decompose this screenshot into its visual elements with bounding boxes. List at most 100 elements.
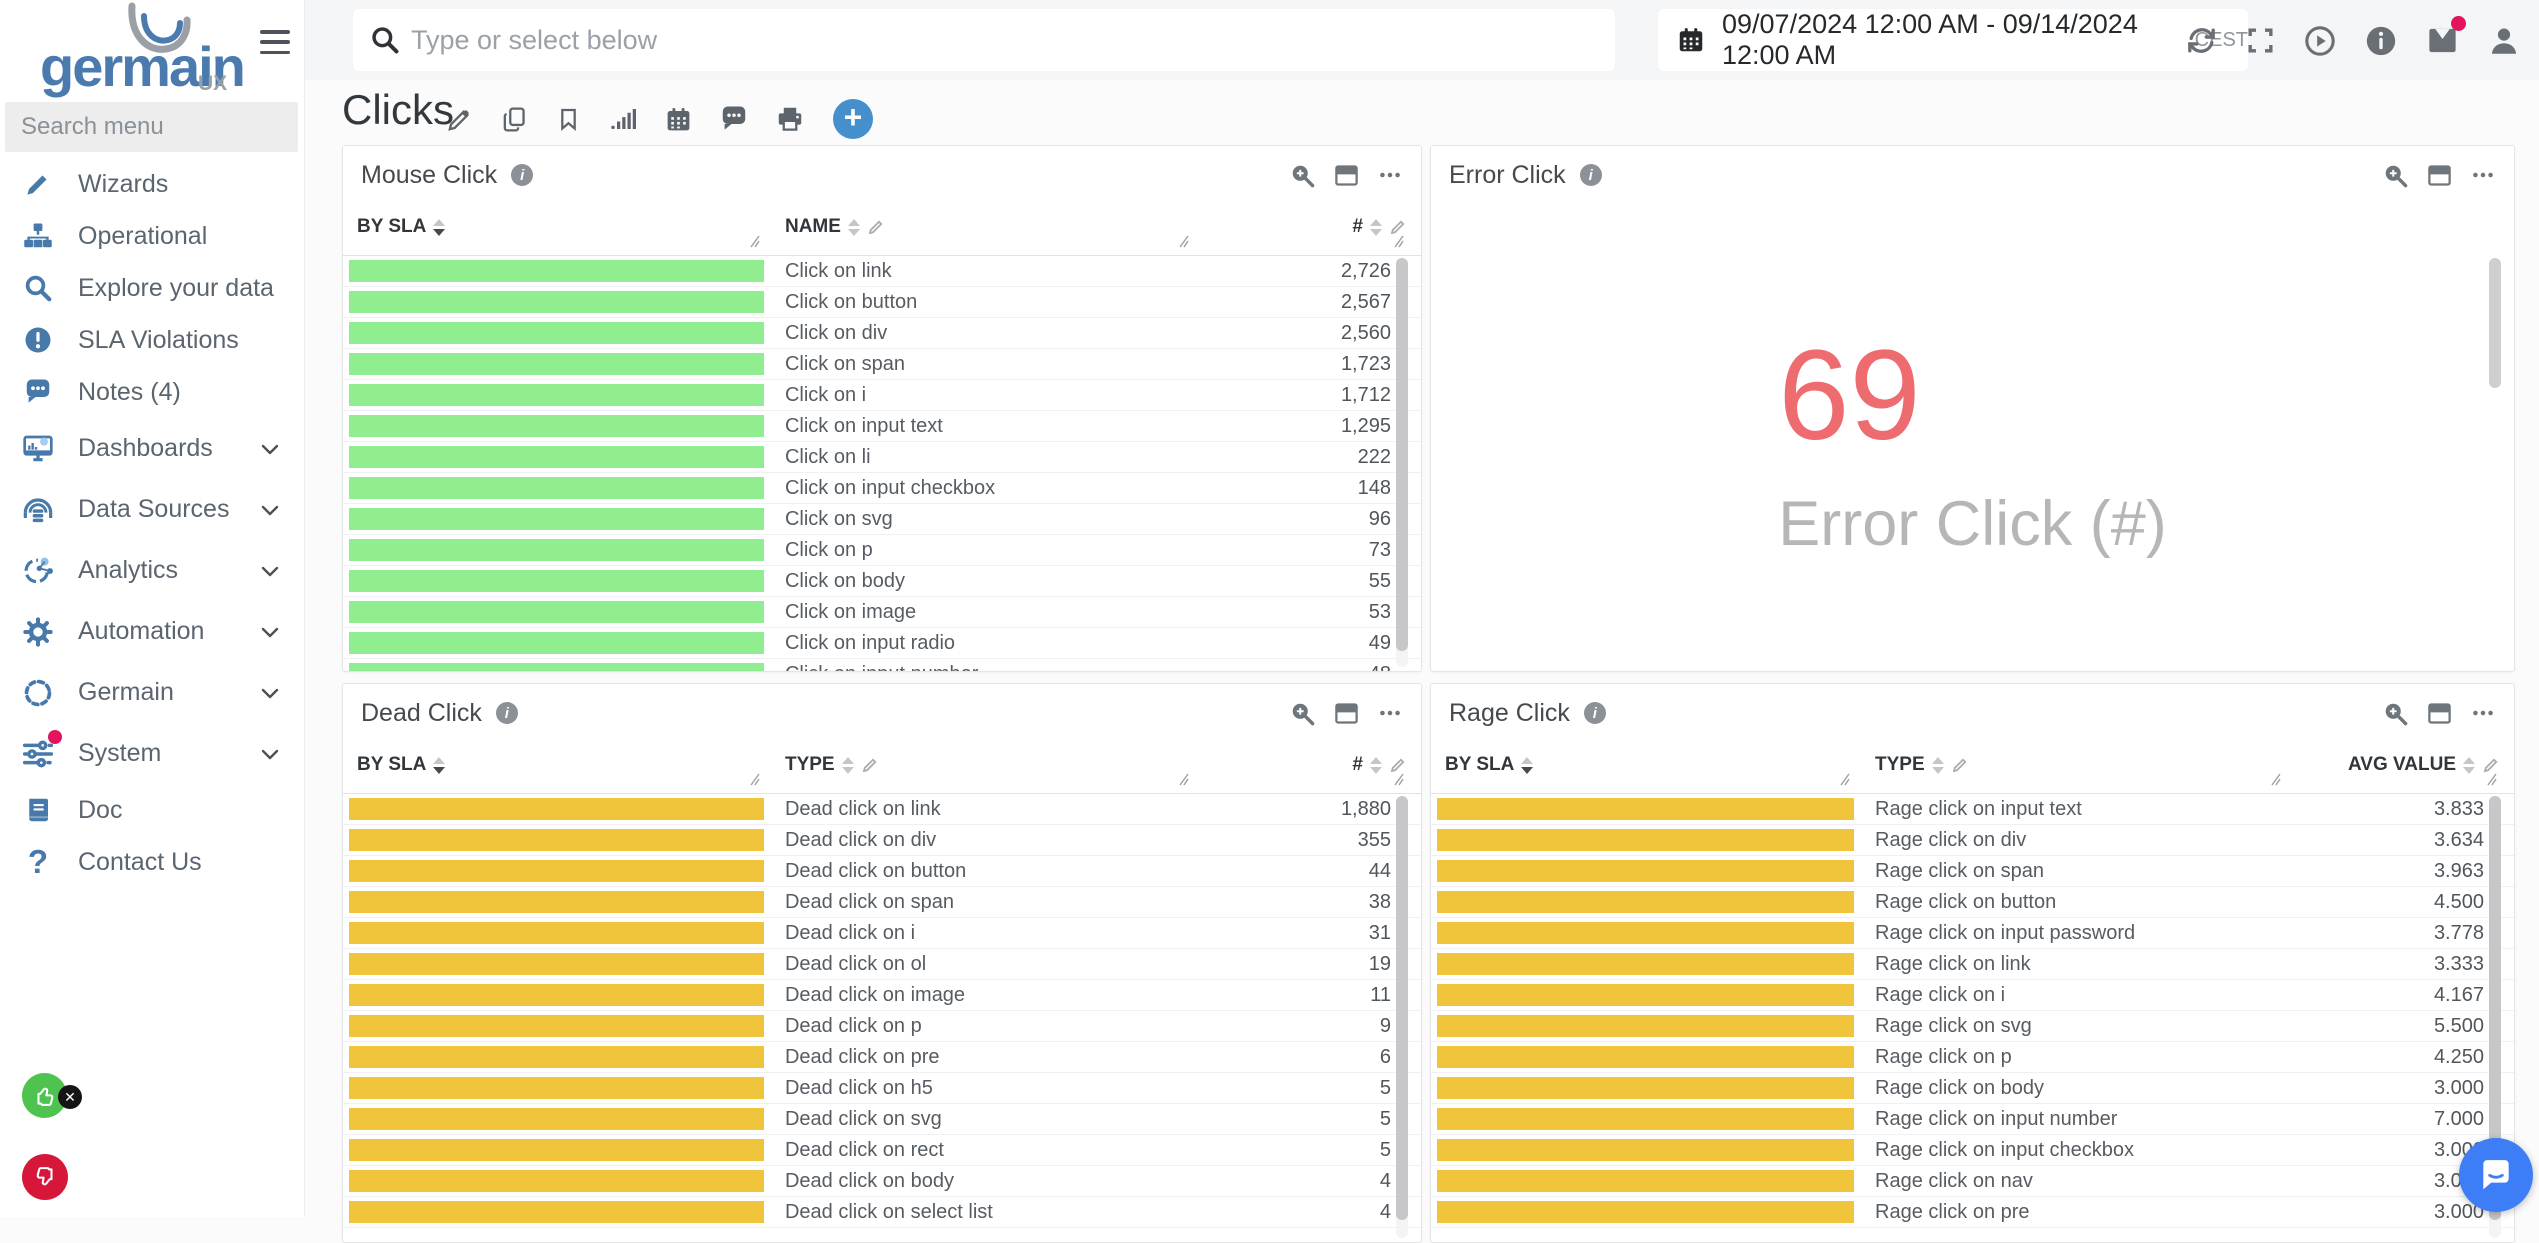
chart-bars-icon[interactable]	[608, 104, 638, 134]
hamburger-menu-icon[interactable]	[260, 30, 290, 54]
column-resize-handle[interactable]	[2484, 770, 2498, 792]
sidebar-item-doc[interactable]: Doc	[0, 784, 304, 836]
edit-column-icon[interactable]	[861, 756, 879, 774]
scrollbar-thumb[interactable]	[2489, 258, 2501, 388]
sidebar-item-contact-us[interactable]: ? Contact Us	[0, 836, 304, 888]
table-row[interactable]: Dead click on p 9	[343, 1011, 1421, 1042]
bookmark-icon[interactable]	[555, 105, 582, 134]
table-row[interactable]: Rage click on input checkbox 3.000	[1431, 1135, 2514, 1166]
table-row[interactable]: Dead click on image 11	[343, 980, 1421, 1011]
zoom-in-icon[interactable]	[2382, 162, 2409, 189]
table-row[interactable]: Rage click on div 3.634	[1431, 825, 2514, 856]
table-row[interactable]: Rage click on svg 5.500	[1431, 1011, 2514, 1042]
table-row[interactable]: Rage click on input number 7.000	[1431, 1104, 2514, 1135]
table-row[interactable]: Click on svg 96	[343, 504, 1421, 535]
table-row[interactable]: Click on body 55	[343, 566, 1421, 597]
ellipsis-icon[interactable]	[2470, 700, 2496, 726]
table-row[interactable]: Dead click on rect 5	[343, 1135, 1421, 1166]
table-row[interactable]: Rage click on p 4.250	[1431, 1042, 2514, 1073]
inbox-icon[interactable]	[2425, 23, 2460, 58]
table-row[interactable]: Click on input number 48	[343, 659, 1421, 671]
table-row[interactable]: Dead click on ol 19	[343, 949, 1421, 980]
sidebar-item-explore-your-data[interactable]: Explore your data	[0, 262, 304, 314]
table-row[interactable]: Rage click on button 4.500	[1431, 887, 2514, 918]
sidebar-search-input[interactable]	[5, 102, 298, 152]
calendar-icon[interactable]	[664, 105, 693, 134]
table-row[interactable]: Rage click on i 4.167	[1431, 980, 2514, 1011]
dismiss-feedback-button[interactable]: ✕	[58, 1085, 82, 1109]
info-icon[interactable]: i	[1584, 702, 1606, 724]
sort-icon[interactable]	[433, 757, 445, 774]
column-resize-handle[interactable]	[2268, 770, 2282, 792]
comment-icon[interactable]	[719, 104, 749, 134]
zoom-in-icon[interactable]	[2382, 700, 2409, 727]
print-icon[interactable]	[775, 104, 805, 134]
window-icon[interactable]	[1333, 700, 1360, 727]
info-icon[interactable]: i	[511, 164, 533, 186]
table-row[interactable]: Dead click on i 31	[343, 918, 1421, 949]
table-row[interactable]: Dead click on svg 5	[343, 1104, 1421, 1135]
window-icon[interactable]	[1333, 162, 1360, 189]
thumbs-down-button[interactable]	[22, 1154, 68, 1200]
sidebar-item-analytics[interactable]: Analytics	[0, 540, 304, 601]
sort-icon[interactable]	[2463, 757, 2475, 774]
table-row[interactable]: Click on span 1,723	[343, 349, 1421, 380]
sort-icon[interactable]	[848, 219, 860, 236]
germain-logo[interactable]: germain UX	[22, 6, 237, 98]
column-resize-handle[interactable]	[747, 232, 761, 254]
zoom-in-icon[interactable]	[1289, 700, 1316, 727]
sidebar-item-operational[interactable]: Operational	[0, 210, 304, 262]
sidebar-item-notes[interactable]: Notes (4)	[0, 366, 304, 418]
edit-column-icon[interactable]	[1951, 756, 1969, 774]
table-row[interactable]: Click on button 2,567	[343, 287, 1421, 318]
table-row[interactable]: Dead click on h5 5	[343, 1073, 1421, 1104]
vertical-scrollbar[interactable]	[2489, 258, 2501, 658]
table-row[interactable]: Rage click on link 3.333	[1431, 949, 2514, 980]
sort-icon[interactable]	[1370, 757, 1382, 774]
table-row[interactable]: Dead click on div 355	[343, 825, 1421, 856]
scrollbar-thumb[interactable]	[1396, 258, 1408, 651]
sidebar-item-sla-violations[interactable]: SLA Violations	[0, 314, 304, 366]
column-resize-handle[interactable]	[1176, 232, 1190, 254]
scrollbar-thumb[interactable]	[1396, 796, 1408, 1220]
table-row[interactable]: Click on input text 1,295	[343, 411, 1421, 442]
table-row[interactable]: Dead click on button 44	[343, 856, 1421, 887]
table-row[interactable]: Rage click on nav 3.000	[1431, 1166, 2514, 1197]
window-icon[interactable]	[2426, 162, 2453, 189]
refresh-icon[interactable]	[2185, 24, 2218, 57]
edit-icon[interactable]	[445, 105, 474, 134]
window-icon[interactable]	[2426, 700, 2453, 727]
add-icon[interactable]: +	[833, 99, 873, 139]
sidebar-item-wizards[interactable]: Wizards	[0, 158, 304, 210]
ellipsis-icon[interactable]	[2470, 162, 2496, 188]
table-row[interactable]: Dead click on body 4	[343, 1166, 1421, 1197]
column-resize-handle[interactable]	[1391, 770, 1405, 792]
info-icon[interactable]: i	[1580, 164, 1602, 186]
column-resize-handle[interactable]	[1391, 232, 1405, 254]
table-row[interactable]: Rage click on body 3.000	[1431, 1073, 2514, 1104]
sort-icon[interactable]	[842, 757, 854, 774]
sort-icon[interactable]	[433, 219, 445, 236]
date-range-picker[interactable]: 09/07/2024 12:00 AM - 09/14/2024 12:00 A…	[1658, 9, 2248, 71]
table-row[interactable]: Rage click on input password 3.778	[1431, 918, 2514, 949]
sidebar-item-data-sources[interactable]: Data Sources	[0, 479, 304, 540]
table-row[interactable]: Dead click on pre 6	[343, 1042, 1421, 1073]
info-circle-icon[interactable]	[2364, 24, 2398, 58]
table-row[interactable]: Click on input radio 49	[343, 628, 1421, 659]
table-row[interactable]: Click on input checkbox 148	[343, 473, 1421, 504]
vertical-scrollbar[interactable]	[1396, 796, 1408, 1238]
copy-icon[interactable]	[500, 105, 529, 134]
sidebar-item-system[interactable]: System	[0, 723, 304, 784]
table-row[interactable]: Rage click on input text 3.833	[1431, 794, 2514, 825]
sidebar-item-automation[interactable]: Automation	[0, 601, 304, 662]
sort-icon[interactable]	[1370, 219, 1382, 236]
ellipsis-icon[interactable]	[1377, 162, 1403, 188]
sidebar-item-germain[interactable]: Germain	[0, 662, 304, 723]
fullscreen-icon[interactable]	[2245, 25, 2276, 56]
zoom-in-icon[interactable]	[1289, 162, 1316, 189]
edit-column-icon[interactable]	[867, 218, 885, 236]
table-row[interactable]: Click on i 1,712	[343, 380, 1421, 411]
column-resize-handle[interactable]	[747, 770, 761, 792]
global-search-input[interactable]	[411, 9, 1601, 71]
table-row[interactable]: Dead click on link 1,880	[343, 794, 1421, 825]
